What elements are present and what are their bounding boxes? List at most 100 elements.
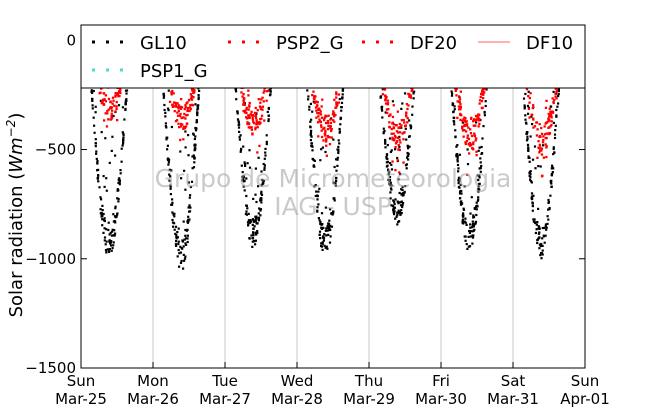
psp2-point (483, 91, 486, 94)
psp2-point (185, 114, 188, 117)
gl10-point (384, 146, 387, 149)
gl10-point (255, 233, 258, 236)
gl10-point (327, 226, 330, 229)
gl10-point (182, 245, 185, 248)
gl10-point (529, 173, 532, 176)
gl10-point (382, 132, 385, 135)
gl10-point (537, 225, 540, 228)
psp2-point (463, 119, 467, 122)
psp2-point (109, 100, 112, 103)
gl10-point (540, 242, 543, 246)
psp2-point (170, 91, 173, 94)
gl10-point (98, 186, 101, 189)
gl10-point (390, 204, 393, 207)
psp2-point (386, 103, 389, 106)
gl10-point (247, 223, 250, 226)
psp2-point (387, 108, 390, 111)
gl10-point (337, 151, 340, 155)
gl10-point (91, 91, 94, 94)
gl10-point (95, 150, 98, 153)
gl10-point (335, 158, 338, 161)
psp2-point (242, 101, 245, 104)
gl10-point (385, 155, 388, 159)
psp2-point (540, 153, 544, 156)
gl10-point (163, 108, 166, 112)
gl10-point (339, 123, 342, 126)
gl10-point (253, 225, 256, 228)
psp2-point (179, 125, 183, 128)
gl10-point (96, 160, 99, 163)
gl10-point (394, 198, 397, 201)
gl10-point (384, 140, 387, 143)
gl10-point (459, 190, 462, 193)
gl10-point (259, 199, 262, 202)
psp2-point (246, 121, 249, 124)
gl10-point (308, 108, 311, 111)
psp2-point (337, 93, 341, 96)
gl10-point (169, 184, 172, 187)
psp2-point (398, 148, 401, 152)
psp2-point (314, 106, 318, 109)
psp2-point (553, 98, 556, 102)
gl10-point (546, 215, 549, 218)
gl10-point (397, 178, 400, 181)
gl10-point (116, 212, 119, 215)
gl10-point (467, 245, 470, 248)
gl10-point (396, 211, 399, 214)
psp2-point (246, 122, 249, 126)
psp2-point (105, 125, 109, 128)
gl10-point (105, 228, 108, 231)
psp2-point (525, 88, 529, 91)
gl10-point (256, 232, 259, 235)
gl10-point (478, 146, 481, 149)
gl10-point (177, 240, 180, 243)
psp2-point (190, 95, 193, 98)
gl10-point (184, 130, 187, 133)
gl10-point (408, 145, 411, 148)
psp2-point (118, 94, 121, 98)
gl10-point (196, 112, 199, 115)
gl10-point (265, 140, 268, 143)
psp2-point (400, 119, 403, 122)
psp2-point (481, 89, 484, 92)
gl10-point (453, 123, 456, 126)
legend-marker (242, 40, 245, 44)
gl10-point (465, 243, 468, 246)
gl10-point (113, 229, 116, 232)
gl10-point (262, 179, 265, 183)
gl10-point (481, 152, 484, 155)
y-tick-label: −1500 (25, 359, 76, 377)
gl10-point (537, 207, 540, 210)
gl10-point (255, 215, 258, 218)
gl10-point (328, 227, 331, 230)
gl10-point (547, 208, 550, 211)
gl10-point (248, 221, 252, 224)
psp2-point (107, 97, 111, 101)
gl10-point (456, 153, 459, 156)
gl10-point (534, 167, 537, 170)
gl10-point (455, 155, 458, 158)
psp2-point (544, 136, 547, 140)
gl10-point (552, 167, 555, 170)
gl10-point (251, 240, 254, 243)
gl10-point (315, 190, 318, 193)
gl10-point (385, 153, 389, 156)
psp2-point (252, 120, 255, 123)
gl10-point (118, 177, 121, 180)
gl10-point (256, 222, 259, 225)
psp2-point (176, 119, 179, 122)
gl10-point (400, 201, 403, 204)
gl10-point (529, 178, 532, 181)
psp2-point (262, 100, 265, 103)
psp2-point (186, 108, 189, 111)
psp2-point (261, 105, 265, 108)
gl10-point (544, 234, 547, 237)
psp2-point (256, 151, 259, 154)
gl10-point (551, 171, 554, 174)
psp2-point (536, 156, 539, 159)
psp2-point (267, 89, 270, 92)
gl10-point (112, 213, 115, 216)
gl10-point (404, 92, 407, 95)
gl10-point (531, 123, 534, 126)
gl10-point (252, 227, 255, 230)
